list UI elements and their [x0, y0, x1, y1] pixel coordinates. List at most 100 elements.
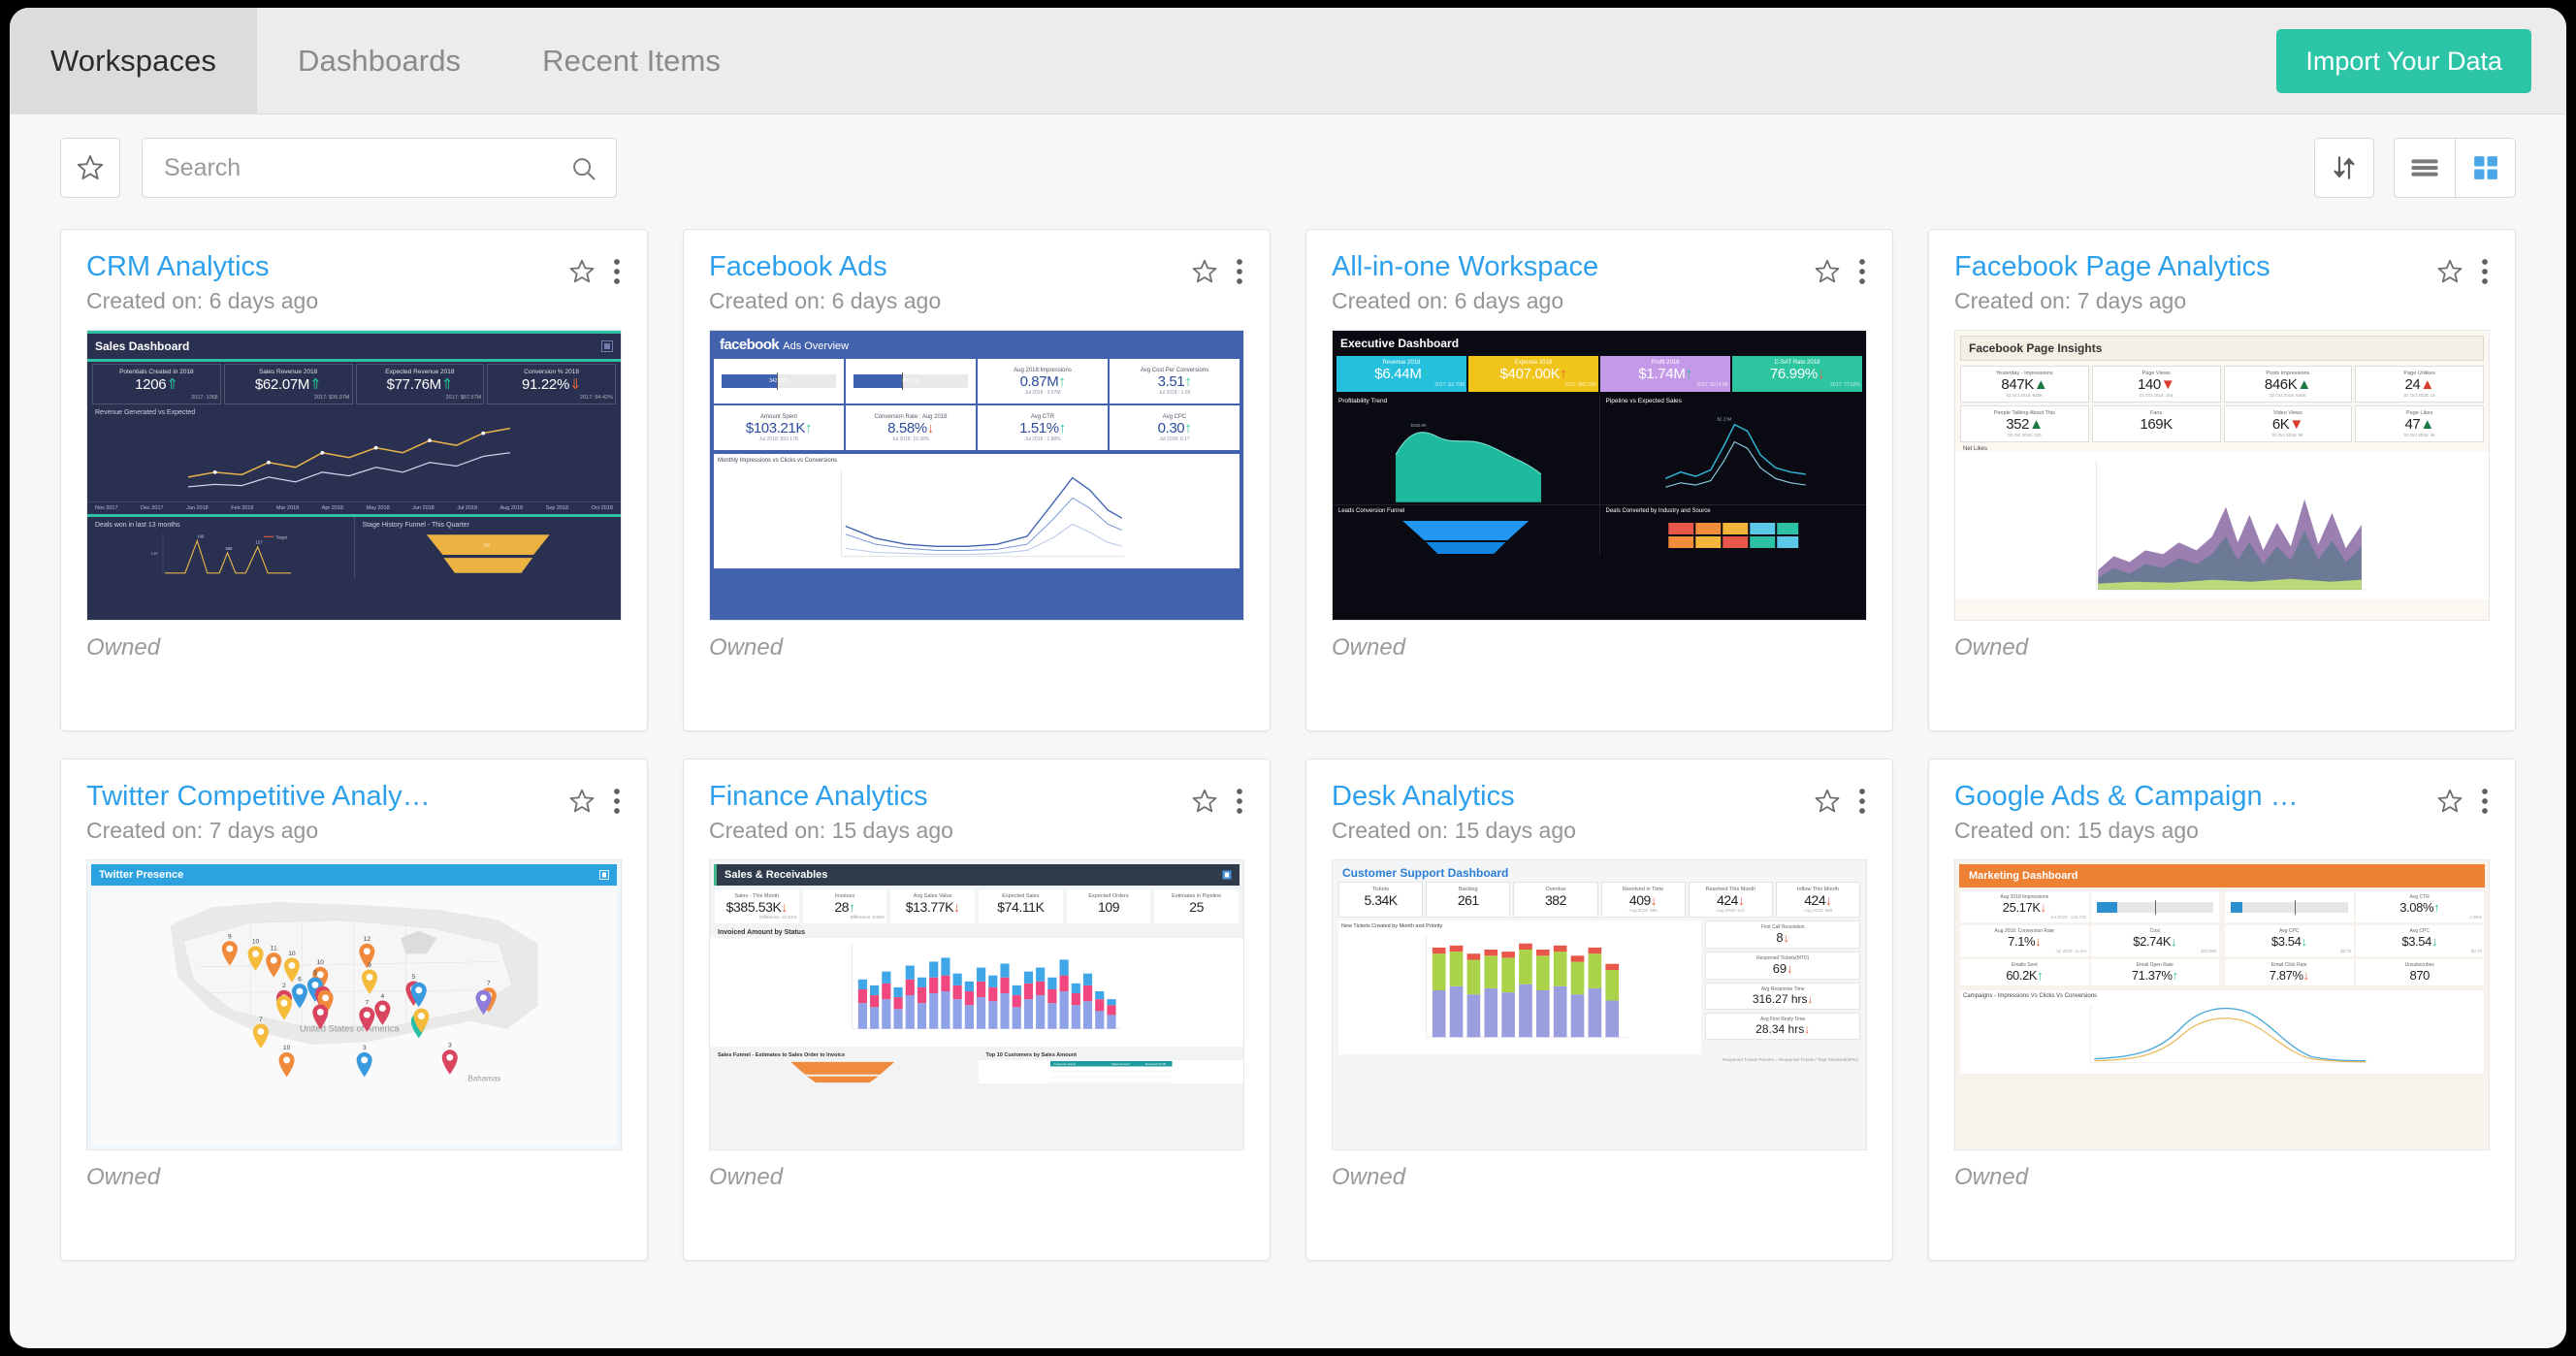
thumb-footnote: Reopened Tickets Percent = Reopened Tick… [1723, 1057, 1858, 1063]
card-title[interactable]: Finance Analytics [709, 781, 928, 812]
more-options-icon[interactable] [612, 787, 622, 816]
view-controls [2314, 138, 2516, 198]
card-created-date: Created on: 15 days ago [709, 818, 953, 844]
kpi-label: Invoices [834, 893, 855, 900]
card-title[interactable]: Desk Analytics [1332, 781, 1515, 812]
kpi-tile: Amount Spent $103.21K↑ Jul 2018: $93.17K [714, 405, 844, 451]
svg-text:Target: Target [275, 534, 287, 539]
svg-text:2: 2 [282, 983, 286, 989]
more-options-icon[interactable] [2480, 257, 2490, 286]
workspace-card[interactable]: All-in-one Workspace Created on: 6 days … [1305, 229, 1893, 731]
card-title[interactable]: All-in-one Workspace [1332, 251, 1599, 282]
more-options-icon[interactable] [1857, 787, 1867, 816]
line-chart: $2.23M [1664, 417, 1806, 489]
more-options-icon[interactable] [2480, 787, 2490, 816]
favorite-star-icon[interactable] [2435, 787, 2464, 816]
card-thumbnail-preview[interactable]: Sales & Receivables Sales - This Month $3… [709, 859, 1244, 1151]
card-header: Facebook Ads Created on: 6 days ago [684, 230, 1270, 324]
search-icon[interactable] [569, 154, 598, 183]
card-actions [567, 781, 622, 816]
favorite-star-icon[interactable] [567, 257, 596, 286]
kpi-value: 8.58% [887, 419, 927, 436]
workspace-card[interactable]: Twitter Competitive Analy… Created on: 7… [60, 759, 648, 1261]
card-thumbnail-preview[interactable]: Customer Support Dashboard Tickets 5.34K … [1332, 859, 1867, 1151]
workspace-card[interactable]: Desk Analytics Created on: 15 days ago C… [1305, 759, 1893, 1261]
tab-dashboards[interactable]: Dashboards [257, 8, 501, 114]
kpi-compare: $3.75 [2470, 949, 2482, 954]
kpi-tile: Expected Revenue 2018 $77.76M⇑ 2017: $67… [355, 364, 485, 404]
sort-button[interactable] [2314, 138, 2374, 198]
favorites-filter-button[interactable] [60, 138, 120, 198]
card-title[interactable]: Twitter Competitive Analy… [86, 781, 431, 812]
card-thumbnail-preview[interactable]: Executive Dashboard Revenue 2018 $6.44M↑… [1332, 330, 1867, 622]
favorite-star-icon[interactable] [567, 787, 596, 816]
kpi-value: 1.51% [1019, 419, 1059, 436]
kpi-tile: C-SAT Rate 2018 76.99%↓ 2017: 77.02% [1732, 356, 1862, 393]
kpi-label: Avg CTR [1030, 413, 1055, 420]
geo-map: United States of America Bahamas 9 10 11… [91, 887, 617, 1146]
grid-view-button[interactable] [2455, 139, 2515, 197]
kpi-label: Page Views [2141, 371, 2171, 377]
kpi-label: Cost [2149, 928, 2160, 935]
card-ownership-label: Owned [709, 1164, 784, 1191]
workspace-card[interactable]: CRM Analytics Created on: 6 days ago Sal… [60, 229, 648, 731]
thumb-title: facebook Ads Overview [710, 331, 1243, 359]
card-thumbnail-preview[interactable]: facebook Ads Overview 342.15% 89.37% Aug… [709, 330, 1244, 622]
card-created-date: Created on: 7 days ago [1954, 288, 2187, 314]
more-options-icon[interactable] [1235, 787, 1244, 816]
kpi-tile: People Talking About This 352▲ 02 Oct 2018… [1960, 405, 2089, 443]
kpi-label: Avg Response Time [1760, 986, 1805, 993]
favorite-star-icon[interactable] [1813, 787, 1842, 816]
card-title[interactable]: Facebook Page Analytics [1954, 251, 2270, 282]
data-table: Customer Name Sales Amount Expected Prof… [978, 1060, 1243, 1084]
card-created-date: Created on: 6 days ago [86, 288, 319, 314]
kpi-tile: Avg CTR 1.51%↑ Jul 2018 : 1.88% [978, 405, 1108, 451]
kpi-tile: Resolved This Month 424↓ Aug 2018: 512 [1688, 882, 1773, 919]
more-options-icon[interactable] [1235, 257, 1244, 286]
kpi-tile: Page Unlikes 24▲ 02 Oct 2018: 14 [2355, 366, 2484, 404]
kpi-label: Overdue [1545, 887, 1566, 893]
kpi-value: 870 [2409, 968, 2431, 984]
svg-text:7: 7 [487, 981, 491, 987]
tab-workspaces[interactable]: Workspaces [10, 8, 257, 114]
axis-tick: Dec 2017 [141, 504, 164, 511]
kpi-label: Page Unlikes [2403, 371, 2435, 377]
kpi-compare: 2017: 94.42% [580, 394, 613, 401]
svg-text:558: 558 [225, 546, 233, 551]
workspace-card[interactable]: Finance Analytics Created on: 15 days ag… [683, 759, 1271, 1261]
kpi-tile: Backlog 261 [1426, 882, 1511, 919]
workspace-card[interactable]: Facebook Page Analytics Created on: 7 da… [1928, 229, 2516, 731]
svg-text:140: 140 [150, 551, 158, 556]
favorite-star-icon[interactable] [1190, 787, 1219, 816]
svg-text:3: 3 [448, 1043, 452, 1049]
view-mode-switcher [2394, 138, 2516, 198]
search-input[interactable] [143, 153, 616, 182]
card-thumbnail-preview[interactable]: Facebook Page Insights Yesterday - Impre… [1954, 330, 2490, 622]
card-title[interactable]: CRM Analytics [86, 251, 270, 282]
kpi-label: Avg CPC [2409, 928, 2430, 935]
kpi-label: Resolved in Time [1623, 887, 1664, 893]
import-your-data-button[interactable]: Import Your Data [2276, 29, 2531, 93]
card-title-block: Twitter Competitive Analy… Created on: 7… [86, 781, 567, 844]
card-title[interactable]: Facebook Ads [709, 251, 887, 282]
card-thumbnail-preview[interactable]: Marketing Dashboard Aug 2018 Impressions… [1954, 859, 2490, 1151]
workspace-card[interactable]: Facebook Ads Created on: 6 days ago face… [683, 229, 1271, 731]
workspace-card[interactable]: Google Ads & Campaign … Created on: 15 d… [1928, 759, 2516, 1261]
thumb-title: Executive Dashboard [1340, 337, 1460, 351]
card-thumbnail-preview[interactable]: Twitter Presence [86, 859, 622, 1151]
card-title[interactable]: Google Ads & Campaign … [1954, 781, 2299, 812]
svg-text:11: 11 [271, 946, 277, 952]
favorite-star-icon[interactable] [2435, 257, 2464, 286]
more-options-icon[interactable] [612, 257, 622, 286]
thumb-section-label: New Tickets Created by Month and Priorit… [1341, 923, 1443, 930]
kpi-label: Expected Sales [1002, 893, 1040, 900]
tab-recent-items[interactable]: Recent Items [501, 8, 761, 114]
workspace-card-grid: CRM Analytics Created on: 6 days ago Sal… [10, 221, 2566, 1261]
kpi-value: 7.87% [2269, 968, 2303, 984]
card-thumbnail-preview[interactable]: Sales Dashboard Potentials Created in 20… [86, 330, 622, 622]
favorite-star-icon[interactable] [1813, 257, 1842, 286]
list-view-button[interactable] [2395, 139, 2455, 197]
more-options-icon[interactable] [1857, 257, 1867, 286]
favorite-star-icon[interactable] [1190, 257, 1219, 286]
kpi-label: Conversion Rate : Aug 2018 [874, 413, 948, 420]
